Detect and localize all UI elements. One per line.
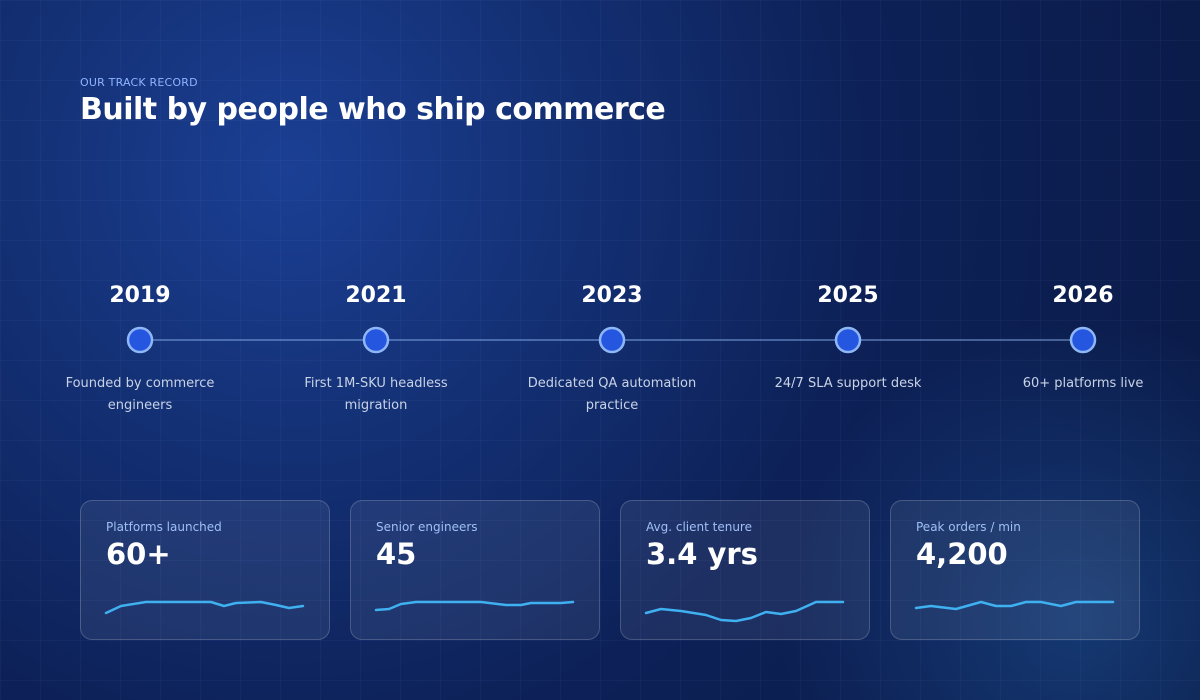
stat-value: 3.4 yrs [646, 537, 758, 571]
milestone-dot [598, 326, 626, 354]
milestone-dot [834, 326, 862, 354]
sparkline [644, 600, 845, 623]
milestone-text: Founded by commerce engineers [65, 376, 215, 413]
milestone-text: 24/7 SLA support desk [774, 376, 922, 391]
stat-card: Senior engineers 45 [350, 500, 600, 640]
milestone-text: 60+ platforms live [1022, 376, 1144, 391]
sparkline-path [374, 600, 575, 612]
sparkline-path [914, 600, 1115, 611]
milestone-text: First 1M-SKU headless migration [304, 376, 448, 413]
sparkline [374, 600, 575, 612]
stat-label: Senior engineers [376, 520, 478, 534]
milestone-year: 2019 [109, 283, 171, 308]
stat-label: Avg. client tenure [646, 520, 752, 534]
sparkline [914, 600, 1115, 611]
sparkline-path [644, 600, 845, 623]
stat-value: 4,200 [916, 537, 1008, 571]
milestone-dot [362, 326, 390, 354]
milestone-dot [1069, 326, 1097, 354]
stat-label: Platforms launched [106, 520, 222, 534]
sparkline-path [104, 600, 305, 615]
eyebrow: OUR TRACK RECORD [80, 76, 198, 89]
stat-card: Platforms launched 60+ [80, 500, 330, 640]
milestone-dot [126, 326, 154, 354]
stat-card: Peak orders / min 4,200 [890, 500, 1140, 640]
stat-card: Avg. client tenure 3.4 yrs [620, 500, 870, 640]
milestone-year: 2023 [581, 283, 643, 308]
milestone-year: 2025 [817, 283, 879, 308]
stat-label: Peak orders / min [916, 520, 1021, 534]
sparkline [104, 600, 305, 615]
milestone-year: 2021 [345, 283, 407, 308]
stat-value: 60+ [106, 537, 171, 571]
milestone-year: 2026 [1052, 283, 1114, 308]
stat-value: 45 [376, 537, 417, 571]
milestone-text: Dedicated QA automation practice [527, 376, 697, 413]
title: Built by people who ship commerce [80, 92, 666, 127]
